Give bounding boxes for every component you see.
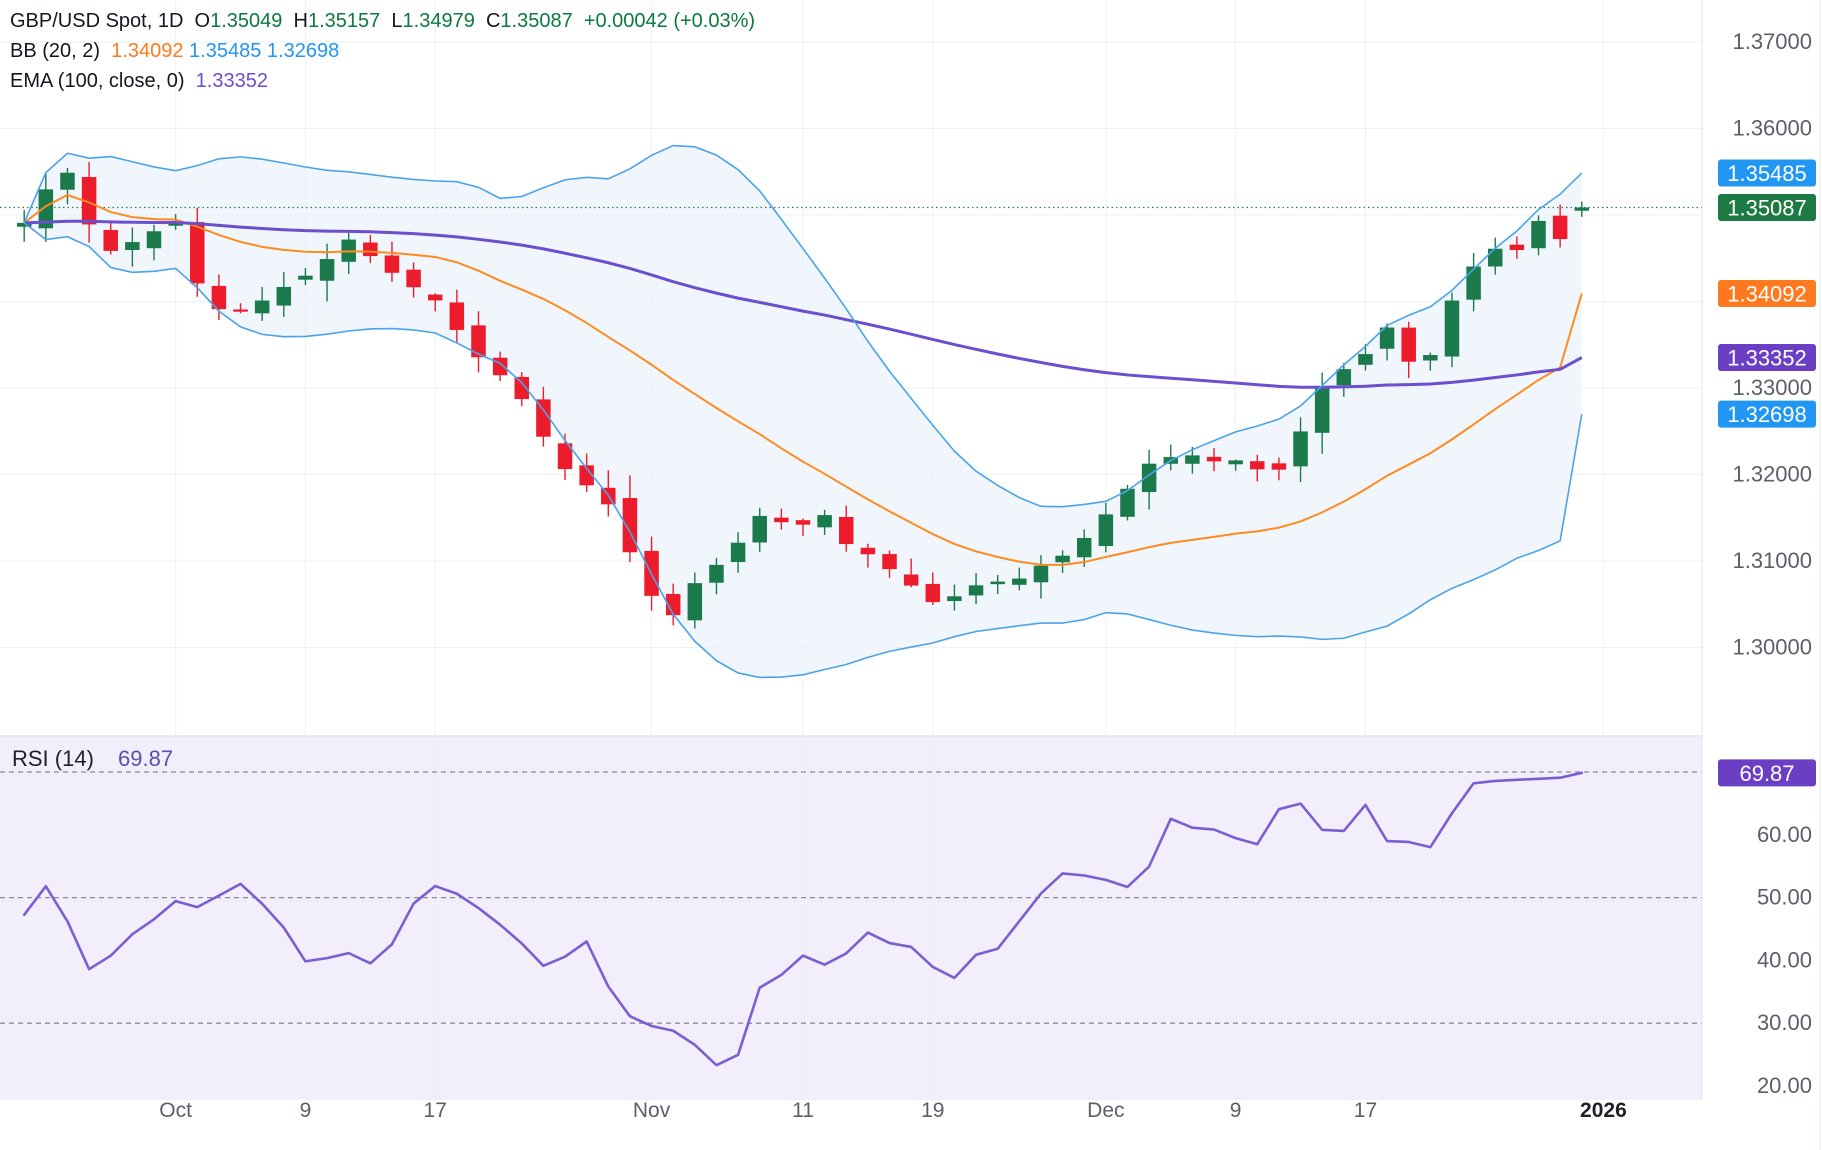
svg-text:9: 9: [1230, 1099, 1242, 1122]
svg-text:1.35485: 1.35485: [1727, 161, 1807, 186]
svg-text:1.31000: 1.31000: [1732, 548, 1812, 573]
svg-text:30.00: 30.00: [1757, 1010, 1812, 1035]
svg-text:RSI (14): RSI (14): [12, 746, 94, 771]
svg-text:17: 17: [1354, 1099, 1377, 1122]
svg-text:1.37000: 1.37000: [1732, 29, 1812, 54]
svg-text:60.00: 60.00: [1757, 822, 1812, 847]
svg-text:1.36000: 1.36000: [1732, 116, 1812, 141]
svg-text:1.33000: 1.33000: [1732, 375, 1812, 400]
svg-text:69.87: 69.87: [118, 746, 173, 771]
svg-text:Dec: Dec: [1087, 1099, 1124, 1122]
svg-text:19: 19: [921, 1099, 944, 1122]
svg-text:Oct: Oct: [159, 1099, 192, 1122]
svg-text:40.00: 40.00: [1757, 947, 1812, 972]
svg-text:1.32698: 1.32698: [1727, 402, 1807, 427]
svg-text:1.34092: 1.34092: [1727, 282, 1807, 307]
svg-text:1.33352: 1.33352: [1727, 346, 1807, 371]
svg-text:11: 11: [792, 1099, 814, 1122]
svg-text:17: 17: [424, 1099, 447, 1122]
svg-text:2026: 2026: [1580, 1099, 1627, 1122]
svg-text:9: 9: [300, 1099, 312, 1122]
svg-text:69.87: 69.87: [1739, 761, 1794, 786]
svg-text:1.30000: 1.30000: [1732, 635, 1812, 660]
svg-text:1.32000: 1.32000: [1732, 462, 1812, 487]
svg-text:20.00: 20.00: [1757, 1073, 1812, 1098]
svg-text:Nov: Nov: [633, 1099, 671, 1122]
svg-text:1.35087: 1.35087: [1727, 195, 1807, 220]
svg-text:50.00: 50.00: [1757, 885, 1812, 910]
